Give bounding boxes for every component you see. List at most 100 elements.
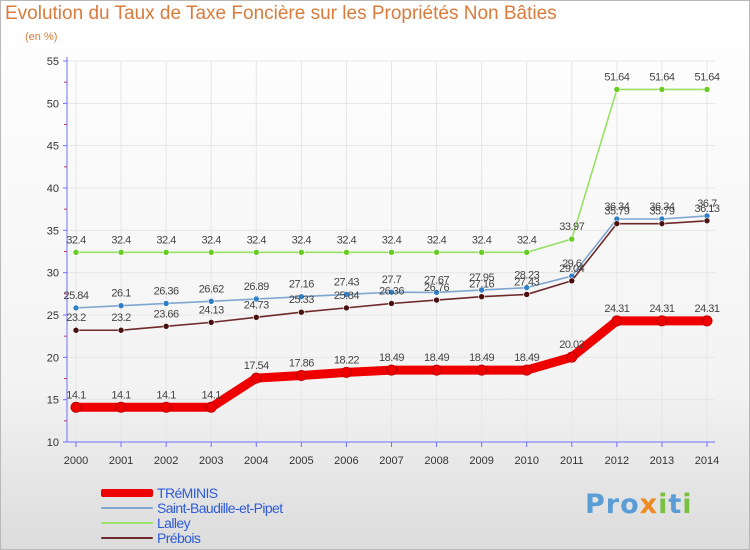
point-saint-baudille-et-pipet-2000	[72, 304, 80, 312]
point-pr-bois-2002	[162, 323, 170, 330]
data-label-saint-baudille-et-pipet-2003: 26.62	[199, 283, 224, 295]
point-pr-bois-2005	[298, 308, 305, 316]
x-tick-label-2012: 2012	[605, 455, 629, 467]
point-lalley-2014	[703, 86, 711, 93]
data-label-tr-minis-2009: 18.49	[469, 352, 494, 364]
point-saint-baudille-et-pipet-2004	[252, 295, 260, 303]
data-label-tr-minis-2006: 18.22	[334, 354, 359, 366]
data-label-pr-bois-2011: 29.04	[559, 263, 584, 275]
x-tick-label-2014: 2014	[695, 455, 719, 467]
data-label-saint-baudille-et-pipet-2004: 26.89	[244, 281, 269, 293]
point-lalley-2006	[343, 249, 350, 256]
data-label-saint-baudille-et-pipet-2012: 36.34	[604, 201, 629, 213]
data-label-lalley-2001: 32.4	[111, 234, 131, 246]
data-label-saint-baudille-et-pipet-2000: 25.84	[63, 290, 88, 302]
point-tr-minis-2001	[115, 401, 127, 413]
y-tick-label-50: 50	[47, 98, 59, 110]
data-label-tr-minis-2001: 14.1	[111, 389, 131, 401]
data-label-saint-baudille-et-pipet-2011: 29.6	[562, 258, 582, 270]
legend-swatch-prebois	[101, 537, 153, 539]
data-label-pr-bois-2002: 23.66	[154, 308, 179, 320]
x-tick-label-2009: 2009	[469, 455, 493, 467]
x-tick-label-2010: 2010	[514, 455, 538, 467]
data-labels: 14.1 14.1 14.1 14.1 17.54 17.86 18.22 18.49 18.4…	[63, 71, 720, 401]
point-tr-minis-2010	[521, 364, 533, 376]
proxiti-logo: Proxiti	[585, 489, 693, 520]
point-tr-minis-2004	[250, 372, 262, 384]
point-lalley-2005	[298, 249, 305, 256]
point-lalley-2013	[658, 86, 666, 93]
legend-label-lalley: Lalley	[157, 515, 191, 531]
point-pr-bois-2003	[207, 319, 215, 326]
data-label-pr-bois-2007: 26.36	[379, 285, 404, 297]
data-label-pr-bois-2004: 24.73	[244, 299, 269, 311]
point-tr-minis-2008	[431, 364, 443, 376]
legend-label-treminis: TRéMINIS	[157, 485, 218, 501]
data-label-saint-baudille-et-pipet-2007: 27.7	[382, 274, 402, 286]
point-tr-minis-2006	[340, 366, 352, 378]
x-tick-label-2004: 2004	[244, 455, 268, 467]
x-tick-label-2013: 2013	[650, 455, 674, 467]
x-tick-label-2001: 2001	[109, 455, 133, 467]
legend-label-saint-baudille: Saint-Baudille-et-Pipet	[157, 500, 283, 516]
y-tick-label-25: 25	[47, 310, 59, 322]
data-label-saint-baudille-et-pipet-2001: 26.1	[111, 288, 131, 300]
data-label-tr-minis-2007: 18.49	[379, 352, 404, 364]
data-label-tr-minis-2014: 24.31	[694, 303, 719, 315]
y-tick-label-35: 35	[47, 225, 59, 237]
data-label-saint-baudille-et-pipet-2008: 27.67	[424, 274, 449, 286]
data-label-pr-bois-2008: 26.76	[424, 282, 449, 294]
data-label-pr-bois-2014: 36.13	[694, 203, 719, 215]
data-label-saint-baudille-et-pipet-2006: 27.43	[334, 276, 359, 288]
point-tr-minis-2012	[611, 315, 623, 327]
x-tick-label-2005: 2005	[289, 455, 313, 467]
point-pr-bois-2011	[568, 277, 576, 285]
point-saint-baudille-et-pipet-2005	[298, 293, 305, 301]
data-label-lalley-2008: 32.4	[427, 234, 447, 246]
data-label-tr-minis-2005: 17.86	[289, 357, 314, 369]
data-label-tr-minis-2002: 14.1	[156, 389, 176, 401]
point-lalley-2007	[388, 249, 395, 256]
data-label-pr-bois-2003: 24.13	[199, 304, 224, 316]
data-label-lalley-2006: 32.4	[337, 234, 357, 246]
data-label-saint-baudille-et-pipet-2002: 26.36	[154, 285, 179, 297]
point-saint-baudille-et-pipet-2003	[207, 297, 215, 305]
x-tick-label-2003: 2003	[199, 455, 223, 467]
point-tr-minis-2000	[70, 401, 82, 413]
point-lalley-2003	[207, 249, 215, 256]
data-label-lalley-2007: 32.4	[382, 234, 402, 246]
legend-swatch-lalley	[101, 522, 153, 524]
data-label-pr-bois-2001: 23.2	[111, 312, 131, 324]
point-pr-bois-2006	[343, 304, 350, 312]
data-label-lalley-2000: 32.4	[66, 234, 86, 246]
point-pr-bois-2014	[703, 217, 711, 225]
data-label-tr-minis-2013: 24.31	[649, 303, 674, 315]
point-lalley-2011	[568, 235, 576, 243]
tick-labels: 10 15 20 25 30 35 40 45 50 55 2000 2001 2002 2003 2004…	[47, 56, 719, 467]
point-pr-bois-2001	[117, 326, 125, 334]
data-label-tr-minis-2003: 14.1	[202, 389, 222, 401]
y-axis-unit-label: (en %)	[25, 31, 58, 43]
point-lalley-2010	[523, 249, 531, 256]
x-tick-label-2000: 2000	[64, 455, 88, 467]
point-tr-minis-2013	[656, 315, 668, 327]
data-label-lalley-2004: 32.4	[247, 234, 267, 246]
series-group	[70, 86, 713, 413]
point-saint-baudille-et-pipet-2002	[162, 300, 170, 307]
point-tr-minis-2009	[476, 364, 488, 376]
point-tr-minis-2003	[205, 401, 217, 413]
point-saint-baudille-et-pipet-2001	[117, 302, 125, 309]
point-saint-baudille-et-pipet-2008	[433, 289, 440, 296]
y-tick-label-45: 45	[47, 141, 59, 153]
data-label-tr-minis-2012: 24.31	[604, 303, 629, 315]
data-label-lalley-2002: 32.4	[156, 234, 176, 246]
y-tick-label-20: 20	[47, 352, 59, 364]
legend-swatch-treminis	[101, 489, 153, 497]
x-tick-label-2007: 2007	[379, 455, 403, 467]
data-label-lalley-2014: 51.64	[694, 71, 719, 83]
point-lalley-2009	[478, 249, 485, 256]
data-label-lalley-2011: 33.97	[559, 221, 584, 233]
point-tr-minis-2011	[566, 351, 578, 363]
data-label-tr-minis-2004: 17.54	[244, 360, 269, 372]
